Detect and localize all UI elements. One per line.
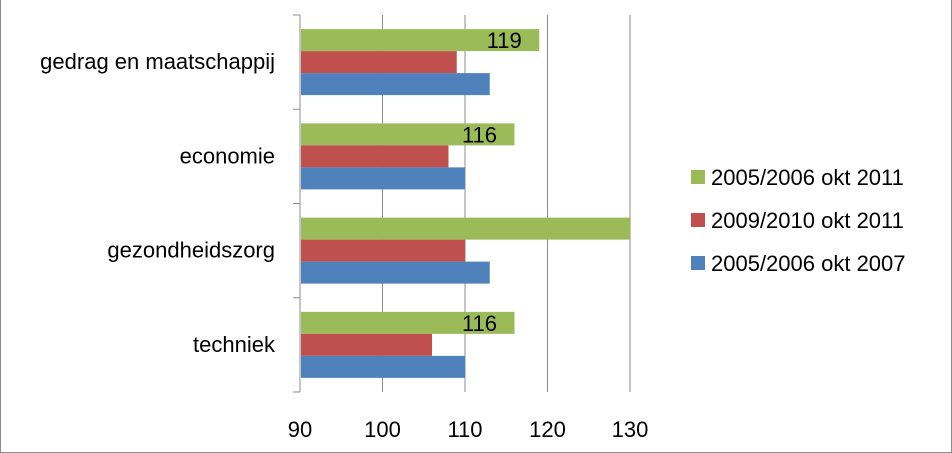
bars (301, 29, 630, 378)
data-label: 116 (462, 311, 497, 336)
legend-swatch (691, 256, 705, 270)
x-tick-label: 110 (447, 417, 482, 442)
bar (301, 261, 490, 284)
bar (301, 29, 540, 52)
x-tick-label: 120 (529, 417, 566, 442)
bar (301, 333, 432, 356)
labels: 90 100 110 120 130 gedrag en maatschappij econ… (40, 28, 648, 442)
bar (301, 73, 490, 96)
bar (301, 51, 457, 74)
data-label: 116 (462, 122, 497, 147)
legend-label: 2005/2006 okt 2007 (711, 251, 906, 276)
category-label: techniek (193, 332, 276, 357)
x-tick-label: 100 (364, 417, 401, 442)
bar (301, 217, 630, 240)
category-label: economie (180, 143, 275, 168)
bar (301, 167, 465, 190)
bar (301, 355, 465, 378)
legend: 2005/2006 okt 2011 2009/2010 okt 2011 2005… (691, 165, 906, 276)
category-axis (293, 14, 301, 393)
x-tick-label: 130 (612, 417, 649, 442)
x-tick-label: 90 (288, 417, 312, 442)
bar (301, 311, 515, 334)
category-label: gedrag en maatschappij (40, 49, 275, 74)
bar (301, 145, 449, 168)
legend-label: 2009/2010 okt 2011 (711, 208, 904, 233)
data-label: 119 (487, 28, 522, 53)
legend-label: 2005/2006 okt 2011 (711, 165, 904, 190)
category-label: gezondheidszorg (107, 238, 275, 263)
legend-swatch (691, 170, 705, 184)
bar (301, 239, 465, 262)
legend-swatch (691, 213, 705, 227)
bar (301, 123, 515, 146)
